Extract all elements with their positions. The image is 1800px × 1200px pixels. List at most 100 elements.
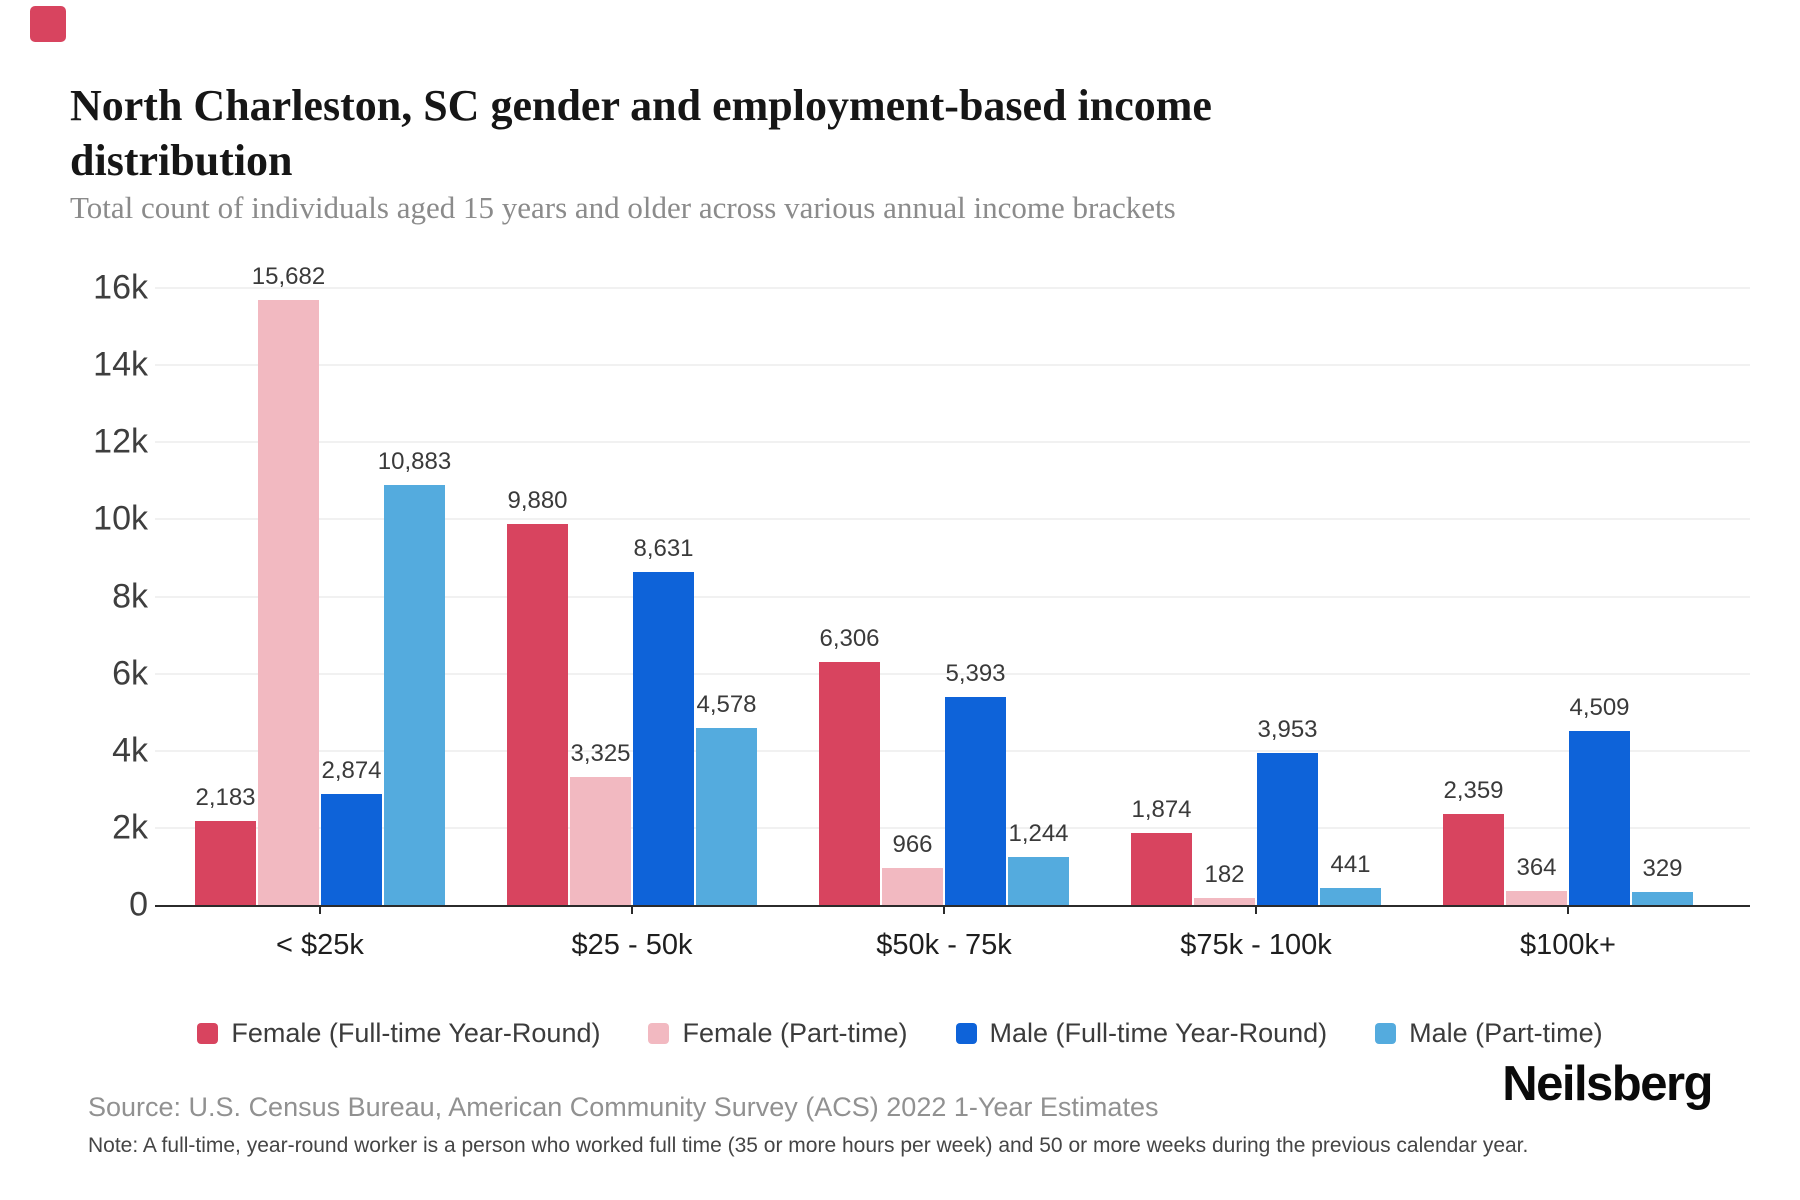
plot-area: 2,183 15,682 2,874 10,883 < $25k 9,880 3,325 8,… — [155, 263, 1750, 961]
bar — [384, 485, 445, 905]
bar-column: 182 — [1194, 288, 1255, 905]
legend-swatch — [648, 1023, 670, 1044]
bar-column: 4,509 — [1569, 288, 1630, 905]
bar-value-label: 3,325 — [570, 739, 631, 767]
legend-label: Female (Part-time) — [682, 1018, 908, 1048]
bar-value-label: 8,631 — [633, 535, 694, 563]
neilsberg-logo: Neilsberg — [1502, 1057, 1713, 1111]
legend-label: Male (Part-time) — [1409, 1018, 1603, 1048]
y-axis-tick-label: 10k — [93, 499, 148, 538]
legend-label: Female (Full-time Year-Round) — [231, 1018, 601, 1048]
source-text: Source: U.S. Census Bureau, American Com… — [88, 1092, 1159, 1122]
bar-value-label: 10,883 — [377, 448, 452, 476]
bar — [507, 524, 568, 905]
bar-value-label: 1,874 — [1131, 795, 1192, 823]
bar — [882, 867, 943, 905]
x-axis-category-label: $50k - 75k — [876, 929, 1012, 961]
chart-subtitle: Total count of individuals aged 15 years… — [70, 190, 1176, 225]
bar-value-label: 329 — [1642, 855, 1683, 883]
x-axis-category-label: $75k - 100k — [1180, 929, 1332, 961]
bar — [1569, 731, 1630, 905]
legend-label: Male (Full-time Year-Round) — [989, 1018, 1328, 1048]
bar — [1506, 890, 1567, 905]
bar-value-label: 4,578 — [696, 691, 757, 719]
x-axis-category-label: $100k+ — [1520, 929, 1616, 961]
legend-item: Female (Part-time) — [648, 1018, 908, 1049]
bar-column: 2,359 — [1443, 288, 1504, 905]
bar-value-label: 9,880 — [507, 487, 568, 515]
chart-title: North Charleston, SC gender and employme… — [70, 81, 1212, 186]
x-axis-tick — [319, 905, 321, 914]
bar-value-label: 2,359 — [1443, 777, 1504, 805]
bar-value-label: 364 — [1516, 853, 1557, 881]
y-axis-tick-label: 14k — [93, 345, 148, 384]
bar-column: 4,578 — [696, 288, 757, 905]
bar-value-label: 15,682 — [251, 263, 326, 291]
bar — [1257, 752, 1318, 905]
legend-item: Male (Part-time) — [1375, 1018, 1603, 1049]
gridline — [155, 287, 1750, 289]
bar-group: 1,874 182 3,953 441 — [1131, 288, 1381, 905]
bar-column: 15,682 — [252, 263, 325, 905]
x-axis-category-label: $25 - 50k — [571, 929, 693, 961]
y-axis-tick-label: 4k — [112, 731, 148, 770]
bar-group: 9,880 3,325 8,631 4,578 — [507, 288, 757, 905]
bar-column: 441 — [1320, 288, 1381, 905]
bar-column: 2,183 — [195, 288, 256, 905]
legend-swatch — [955, 1023, 977, 1044]
bar — [258, 300, 319, 905]
x-axis-category-label: < $25k — [276, 929, 364, 961]
gridline — [155, 441, 1750, 444]
bar-column: 10,883 — [378, 288, 451, 905]
legend-swatch — [1375, 1023, 1397, 1044]
brand-accent-mark — [30, 6, 66, 42]
bar-column: 364 — [1506, 288, 1567, 905]
y-axis-tick-label: 0 — [129, 885, 148, 924]
bar-value-label: 6,306 — [819, 624, 880, 652]
bar — [195, 820, 256, 905]
bar-group: 2,359 364 4,509 329 — [1443, 288, 1693, 905]
bar-value-label: 966 — [892, 830, 933, 858]
y-axis-tick-label: 16k — [93, 268, 148, 307]
y-axis-tick-label: 12k — [93, 422, 148, 461]
bar — [1008, 857, 1069, 905]
bar-value-label: 1,244 — [1008, 820, 1069, 848]
note-text: Note: A full-time, year-round worker is … — [88, 1134, 1529, 1157]
bar-column: 8,631 — [633, 288, 694, 905]
bar — [1320, 888, 1381, 905]
gridline — [155, 595, 1750, 598]
bar-column: 1,874 — [1131, 288, 1192, 905]
bar — [633, 572, 694, 905]
bar-column: 329 — [1632, 288, 1693, 905]
bar — [945, 697, 1006, 905]
bar-value-label: 5,393 — [945, 660, 1006, 688]
bar — [570, 776, 631, 905]
gridline — [155, 672, 1750, 675]
legend: Female (Full-time Year-Round) Female (Par… — [0, 1018, 1800, 1049]
bar-column: 1,244 — [1008, 288, 1069, 905]
bar-value-label: 4,509 — [1569, 694, 1630, 722]
bar — [1131, 832, 1192, 905]
bar-column: 6,306 — [819, 288, 880, 905]
legend-item: Female (Full-time Year-Round) — [197, 1018, 600, 1049]
bar-value-label: 182 — [1204, 860, 1245, 888]
y-axis-tick-label: 6k — [112, 654, 148, 693]
bar — [1632, 892, 1693, 905]
bar — [1443, 814, 1504, 905]
bar-value-label: 2,183 — [195, 783, 256, 811]
bar — [1194, 897, 1255, 905]
bar-group: 6,306 966 5,393 1,244 — [819, 288, 1069, 905]
x-axis-tick — [943, 905, 945, 914]
x-axis-tick — [1255, 905, 1257, 914]
gridline — [155, 364, 1750, 367]
legend-swatch — [197, 1023, 219, 1044]
bar-column: 2,874 — [321, 288, 382, 905]
gridline — [155, 518, 1750, 521]
bar — [696, 728, 757, 905]
bar — [819, 661, 880, 905]
y-axis-tick-label: 8k — [112, 577, 148, 615]
bar-value-label: 441 — [1330, 851, 1371, 878]
bar-column: 9,880 — [507, 288, 568, 905]
x-axis-tick — [1567, 905, 1569, 914]
